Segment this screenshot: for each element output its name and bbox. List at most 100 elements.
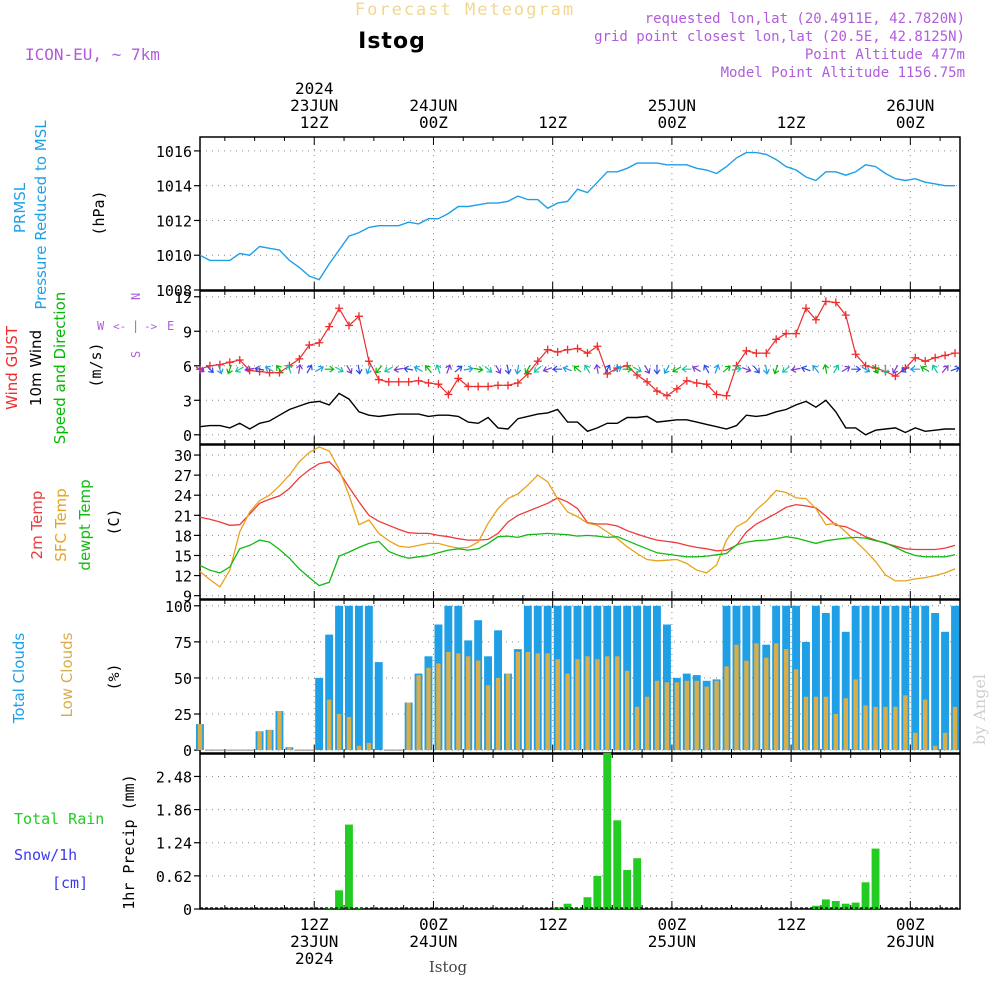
low-cloud-bar bbox=[913, 732, 918, 751]
wind-direction-arrow bbox=[424, 365, 432, 374]
wind-direction-arrow bbox=[941, 365, 949, 374]
wind-direction-arrow bbox=[663, 365, 670, 374]
wind-direction-arrow bbox=[195, 366, 205, 373]
wind-direction-arrow bbox=[285, 364, 293, 374]
low-cloud-bar bbox=[525, 652, 531, 751]
low-cloud-bar bbox=[366, 742, 372, 751]
y-tick-label: 100 bbox=[165, 598, 192, 616]
wind-direction-arrow bbox=[593, 363, 601, 374]
low-cloud-bar bbox=[555, 659, 560, 751]
wind-direction-arrow bbox=[504, 364, 512, 375]
wind-direction-arrows bbox=[195, 363, 961, 375]
bottom-time-label: 12Z bbox=[777, 915, 806, 934]
gust-marker bbox=[722, 391, 731, 400]
low-cloud-bar bbox=[615, 656, 620, 751]
wind-direction-arrow bbox=[731, 365, 742, 373]
wind-direction-arrow bbox=[800, 365, 811, 373]
total-cloud-bar bbox=[951, 605, 959, 751]
low-cloud-bar bbox=[327, 699, 332, 751]
precip-y-ticks: 0 0.62 1.24 1.86 2.48 bbox=[156, 754, 941, 919]
precip-ylabel: 1hr Precip (mm) bbox=[120, 774, 138, 909]
gust-marker bbox=[921, 357, 930, 366]
gust-marker bbox=[851, 350, 860, 359]
wind-direction-arrow bbox=[384, 366, 393, 373]
y-tick-label: 0 bbox=[183, 901, 192, 919]
wind-direction-arrow bbox=[812, 365, 820, 374]
gust-marker bbox=[414, 376, 423, 385]
total-cloud-bar bbox=[841, 631, 850, 751]
gust-marker bbox=[444, 390, 453, 399]
wind-direction-arrow bbox=[454, 365, 463, 373]
bottom-time-label: 12Z bbox=[300, 915, 329, 934]
gust-marker bbox=[623, 361, 632, 370]
gust-marker bbox=[821, 297, 830, 306]
precip-frame bbox=[199, 753, 961, 910]
gust-marker bbox=[802, 304, 811, 313]
pressure-panel: 1008 1010 1012 1014 1016 PRMSL Pressure Reduce… bbox=[11, 120, 961, 310]
pressure-ylabel: PRMSL Pressure Reduced to MSL (hPa) bbox=[11, 120, 108, 310]
header: Forecast Meteogram Istog ICON-EU, ~ 7km … bbox=[25, 0, 965, 81]
total-cloud-bar bbox=[931, 613, 940, 751]
wind-label: Wind GUST bbox=[3, 325, 21, 410]
low-cloud-bar bbox=[575, 659, 580, 751]
gust-marker bbox=[474, 382, 483, 391]
wind-direction-arrow bbox=[264, 365, 274, 373]
wind-speed-line bbox=[199, 392, 955, 436]
precip-bar bbox=[325, 907, 334, 909]
wind-direction-arrow bbox=[703, 364, 710, 374]
wind-direction-arrow bbox=[234, 366, 244, 373]
wind-direction-arrow bbox=[296, 363, 303, 374]
gust-marker bbox=[424, 379, 433, 388]
total-cloud-bar bbox=[881, 605, 890, 751]
precip-panel: 0 0.62 1.24 1.86 2.48 Total Rain Snow/1h [cm] 1h… bbox=[14, 752, 961, 919]
low-cloud-bar bbox=[287, 747, 292, 751]
model-point-altitude: Model Point Altitude 1156.75m bbox=[721, 65, 965, 81]
precip-bar bbox=[345, 824, 353, 909]
gust-marker bbox=[911, 353, 920, 362]
wind-direction-arrow bbox=[315, 365, 324, 373]
clouds-label-total: Total Clouds bbox=[10, 633, 28, 725]
gust-marker bbox=[831, 298, 840, 307]
wind-direction-arrow bbox=[772, 364, 780, 375]
wind-direction-arrow bbox=[892, 365, 899, 374]
gust-marker bbox=[662, 391, 671, 400]
gust-marker bbox=[543, 345, 552, 354]
compass-west: W bbox=[97, 319, 105, 333]
temp-unit: (C) bbox=[105, 508, 123, 535]
wind-label: Speed and Direction bbox=[51, 292, 69, 445]
gust-marker bbox=[712, 390, 721, 399]
top-time-label: 26JUN bbox=[886, 96, 934, 115]
grid-point-location: grid point closest lon,lat (20.5E, 42.81… bbox=[594, 29, 965, 45]
total-cloud-bar bbox=[861, 605, 870, 751]
total-cloud-bar bbox=[911, 605, 920, 751]
gust-marker bbox=[762, 349, 771, 358]
footer-station: Istog bbox=[429, 958, 468, 976]
bottom-time-label: 00Z bbox=[896, 915, 925, 934]
low-cloud-bar bbox=[833, 714, 838, 751]
y-tick-label: 75 bbox=[174, 634, 192, 652]
wind-direction-arrow bbox=[206, 365, 214, 374]
bottom-time-label: 25JUN bbox=[648, 932, 696, 951]
low-cloud-bar bbox=[336, 714, 342, 751]
gust-marker bbox=[682, 376, 691, 385]
wind-direction-arrow bbox=[346, 365, 353, 374]
wind-direction-arrow bbox=[473, 365, 484, 373]
wind-direction-arrow bbox=[781, 365, 790, 373]
low-cloud-bar bbox=[942, 732, 948, 751]
y-tick-label: 30 bbox=[174, 447, 192, 465]
low-cloud-bar bbox=[744, 660, 749, 751]
panels: 1008 1010 1012 1014 1016 PRMSL Pressure Reduce… bbox=[3, 120, 961, 919]
top-time-label: 00Z bbox=[896, 113, 925, 132]
gust-marker bbox=[652, 387, 661, 396]
y-tick-label: 18 bbox=[174, 527, 192, 545]
wind-direction-arrow bbox=[882, 364, 889, 375]
gust-marker bbox=[951, 349, 960, 358]
wind-direction-arrow bbox=[375, 365, 383, 374]
wind-direction-arrow bbox=[324, 365, 335, 373]
y-tick-label: 1.24 bbox=[156, 835, 192, 853]
total-cloud-bar bbox=[831, 605, 840, 751]
low-cloud-bar bbox=[416, 675, 421, 751]
gust-marker bbox=[503, 381, 512, 390]
